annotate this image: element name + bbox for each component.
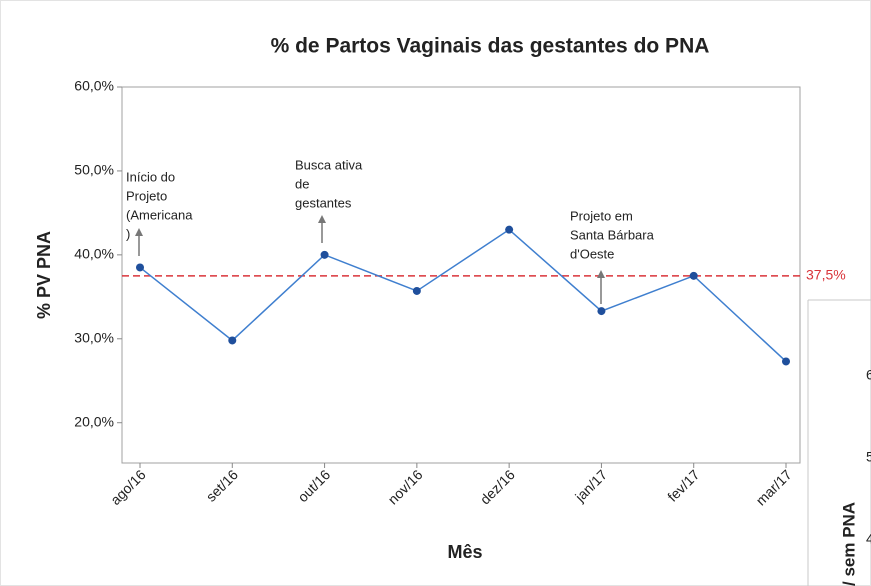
annotation-text: gestantes [295,195,352,210]
annotation-text: Início do [126,169,175,184]
annotation-text: (Americana [126,207,193,222]
data-point [320,250,329,259]
y-axis-label: % PV PNA [34,231,54,319]
data-point [505,225,514,234]
data-point [597,307,606,316]
series-line [139,228,787,362]
data-point [782,357,790,366]
annotation-text: Projeto [126,188,167,203]
y-tick-label: 20,0% [74,413,114,429]
data-point [689,271,698,280]
annotation-arrowhead [597,270,605,278]
data-point [412,286,421,295]
annotation-text: Santa Bárbara [570,227,655,242]
fragment-tick-label: 4 [866,531,871,547]
fragment-tick-label: 6 [866,367,871,383]
annotation-text: Projeto em [570,208,633,223]
y-tick-label: 30,0% [74,329,114,345]
data-point [228,336,237,345]
x-axis-label: Mês [447,542,482,562]
annotation-arrowhead [135,228,143,236]
annotation-text: d'Oeste [570,246,614,261]
y-tick-label: 60,0% [74,78,114,94]
annotation-arrowhead [318,215,326,223]
y-tick-label: 40,0% [74,246,114,262]
annotation-text: ) [126,226,130,241]
y-tick-label: 50,0% [74,162,114,178]
data-point [136,263,144,272]
annotation-text: Busca ativa [295,157,363,172]
reference-label: 37,5% [806,267,846,283]
annotation-text: de [295,176,309,191]
plot-frame [121,86,801,464]
fragment-tick-label: 5 [866,449,871,465]
chart-title: % de Partos Vaginais das gestantes do PN… [271,35,710,58]
fragment-axis-label: / sem PNA [839,502,858,586]
